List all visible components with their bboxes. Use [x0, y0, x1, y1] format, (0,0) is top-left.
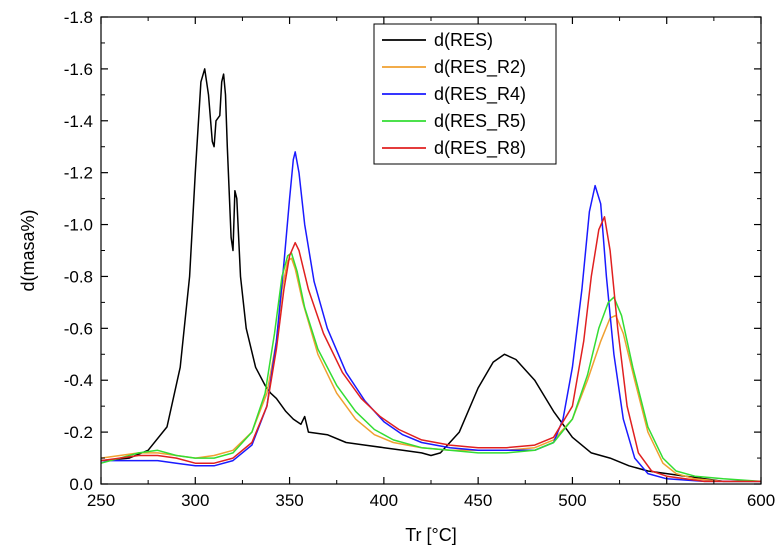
legend-label: d(RES_R2)	[434, 57, 526, 78]
x-tick-label: 400	[370, 491, 398, 510]
y-tick-label: 0.0	[69, 475, 93, 494]
series-line-d-res-r2	[100, 257, 761, 483]
x-tick-label: 450	[464, 491, 492, 510]
curves-group	[100, 68, 762, 483]
x-tick-label: 550	[653, 491, 681, 510]
series-line-d-res-r5	[100, 252, 762, 483]
x-tick-label: 600	[747, 491, 775, 510]
legend-label: d(RES_R4)	[434, 84, 526, 105]
series-line-d-res	[100, 68, 761, 483]
y-tick-label: -1.8	[64, 8, 93, 27]
y-tick-label: -1.0	[64, 216, 93, 235]
ticks-group: 250 300 350 400 450 500 550 600 0.0 -0.2 -0.4 -0.6 -…	[64, 8, 775, 510]
legend: d(RES) d(RES_R2) d(RES_R4) d(RES_R5) d(RES_R…	[373, 23, 557, 165]
y-tick-label: -0.6	[64, 319, 93, 338]
x-tick-label: 500	[558, 491, 586, 510]
legend-label: d(RES)	[434, 30, 493, 50]
y-tick-label: -1.6	[64, 60, 93, 79]
y-tick-label: -1.4	[64, 112, 93, 131]
x-tick-label: 350	[275, 491, 303, 510]
y-tick-label: -1.2	[64, 164, 93, 183]
y-axis-title: d(masa%)	[18, 209, 38, 291]
y-tick-label: -0.2	[64, 423, 93, 442]
series-line-d-res-r4	[101, 151, 761, 483]
y-tick-label: -0.4	[64, 371, 93, 390]
x-tick-label: 250	[87, 491, 115, 510]
legend-label: d(RES_R5)	[434, 111, 526, 132]
x-axis-title: Tr [°C]	[405, 525, 457, 545]
y-tick-label: -0.8	[64, 267, 93, 286]
legend-label: d(RES_R8)	[434, 138, 526, 159]
series-line-d-res-r8	[100, 216, 761, 483]
x-tick-label: 300	[181, 491, 209, 510]
